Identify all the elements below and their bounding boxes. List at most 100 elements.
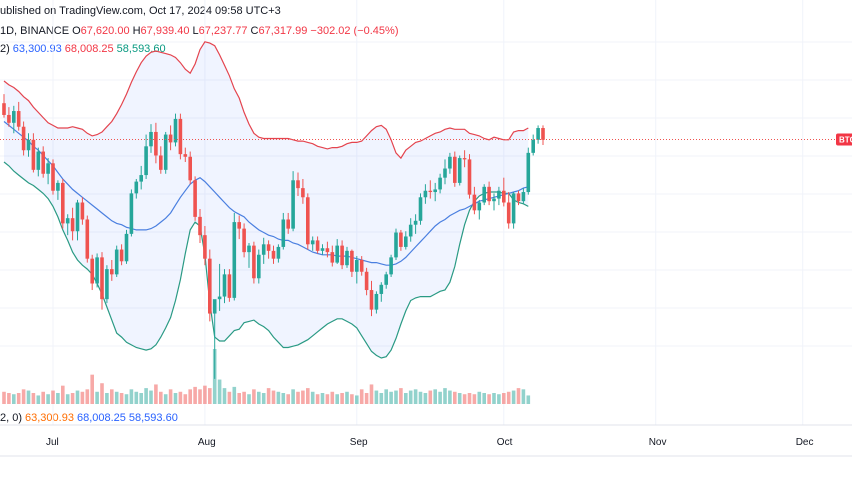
candle-body xyxy=(105,269,109,300)
candle-body xyxy=(222,274,227,297)
x-tick-label: Dec xyxy=(796,437,814,448)
candle xyxy=(364,267,369,296)
volume-bar xyxy=(31,393,36,404)
candle-body xyxy=(457,158,462,183)
candle xyxy=(359,256,364,276)
candle-body xyxy=(159,155,163,170)
candles xyxy=(2,94,545,379)
volume-bar xyxy=(404,393,408,404)
candle xyxy=(438,173,442,194)
volume-bar xyxy=(413,389,418,404)
candle-body xyxy=(291,180,295,229)
candle xyxy=(394,228,398,260)
candle-body xyxy=(472,194,477,211)
volume-bar xyxy=(163,394,168,404)
volume-bar xyxy=(443,388,447,404)
candle xyxy=(418,193,423,225)
volume-bar xyxy=(247,394,251,404)
volume-bar xyxy=(301,390,305,404)
candle xyxy=(374,291,379,314)
volume-bar xyxy=(252,389,256,404)
symbol-label: 1D, BINANCE xyxy=(0,25,70,37)
candle xyxy=(2,94,6,118)
candle xyxy=(536,125,540,144)
volume-bar xyxy=(477,391,482,404)
candle-body xyxy=(315,240,320,251)
volume-bar xyxy=(257,391,261,404)
candle xyxy=(257,249,261,284)
candle xyxy=(457,155,462,186)
candle xyxy=(516,190,521,206)
candle xyxy=(423,184,428,204)
volume-bar xyxy=(266,388,271,404)
candle xyxy=(61,178,65,229)
candle-body xyxy=(306,197,310,245)
volume-bar xyxy=(114,391,119,404)
candle-body xyxy=(198,216,202,236)
candle-body xyxy=(394,232,398,258)
candle xyxy=(335,239,339,264)
candle-body xyxy=(178,118,183,155)
volume-bar xyxy=(497,394,501,404)
candle-body xyxy=(90,258,94,284)
candle xyxy=(149,124,153,153)
candle xyxy=(183,147,188,162)
published-line: ublished on TradingView.com, Oct 17, 202… xyxy=(0,4,281,18)
volume-bar xyxy=(21,389,26,404)
candle xyxy=(369,280,374,317)
time-axis[interactable]: Jul Aug Sep Oct Nov Dec xyxy=(46,437,813,448)
volume-bar xyxy=(16,393,21,404)
low-value: 67,237.77 xyxy=(198,25,248,37)
candle-body xyxy=(355,259,359,272)
candle-body xyxy=(404,236,408,247)
candle-body xyxy=(261,244,266,255)
volume-bar xyxy=(198,389,202,404)
candle-body xyxy=(320,248,325,251)
high-label: H xyxy=(132,25,141,37)
candle xyxy=(16,101,21,131)
volume-bar xyxy=(51,390,55,404)
volume-bar xyxy=(80,391,85,404)
candle xyxy=(237,215,241,240)
candle-body xyxy=(75,202,80,232)
volume-bar xyxy=(506,391,511,404)
volume-bar xyxy=(139,393,143,404)
candle xyxy=(222,269,227,304)
candle-body xyxy=(26,139,31,151)
volume-bar xyxy=(438,391,442,404)
candle xyxy=(105,265,109,304)
candle-body xyxy=(95,257,99,284)
candle xyxy=(247,243,251,268)
volume-bar xyxy=(374,390,379,404)
candle xyxy=(134,178,139,199)
volume-bar xyxy=(95,391,99,404)
candle-body xyxy=(41,151,45,174)
candle xyxy=(173,113,178,147)
candle-body xyxy=(227,274,232,298)
candle xyxy=(379,282,384,302)
candle-body xyxy=(310,240,315,245)
volume-bar xyxy=(2,391,6,404)
candle-body xyxy=(80,202,85,220)
candle xyxy=(433,182,437,202)
candle xyxy=(301,178,305,204)
candle-body xyxy=(526,152,531,193)
candle-body xyxy=(266,244,271,251)
x-tick-label: Aug xyxy=(198,437,216,448)
candle xyxy=(502,177,506,207)
volume-bar xyxy=(46,394,50,404)
volume-bar xyxy=(203,385,207,404)
candle xyxy=(340,240,344,270)
candle xyxy=(41,146,45,178)
candle-body xyxy=(56,182,60,191)
candle xyxy=(325,241,330,258)
candle xyxy=(467,154,472,199)
candle-body xyxy=(516,193,521,202)
published-text: ublished on TradingView.com, Oct 17, 202… xyxy=(0,5,281,17)
volume-bar xyxy=(242,391,246,404)
volume-legend[interactable]: 2, 0) 63,300.93 68,008.25 58,593.60 xyxy=(0,411,178,425)
volume-bar xyxy=(65,394,70,404)
volume-bar xyxy=(26,390,31,404)
candle-body xyxy=(247,245,251,253)
